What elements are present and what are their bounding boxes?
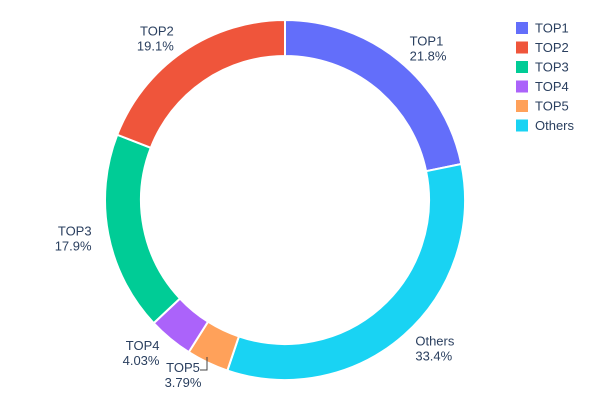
legend-item-others[interactable]: Others [516, 118, 575, 133]
legend-swatch-top5 [516, 100, 528, 112]
legend-item-top4[interactable]: TOP4 [516, 79, 569, 94]
legend-swatch-top4 [516, 80, 528, 93]
slice-label-top5: TOP5 3.79% [165, 360, 202, 390]
legend-label-top2: TOP2 [535, 40, 569, 55]
legend-item-top2[interactable]: TOP2 [516, 40, 569, 55]
legend: TOP1 TOP2 TOP3 TOP4 TOP5 Others [516, 21, 575, 133]
legend-label-others: Others [535, 118, 575, 133]
legend-label-top4: TOP4 [535, 79, 569, 94]
slice-label-top2: TOP2 19.1% [137, 23, 174, 53]
legend-swatch-others [516, 119, 528, 132]
legend-item-top5[interactable]: TOP5 [516, 99, 569, 114]
slice-label-others: Others 33.4% [415, 334, 455, 364]
slice-label-top3: TOP3 17.9% [55, 223, 92, 253]
donut-slice-top3[interactable] [104, 133, 181, 325]
label-leader-line-top5 [200, 357, 208, 371]
legend-swatch-top1 [516, 22, 528, 34]
legend-item-top3[interactable]: TOP3 [516, 60, 569, 75]
slice-label-top1: TOP1 21.8% [410, 33, 447, 63]
legend-swatch-top3 [516, 61, 528, 73]
donut-slices [104, 19, 466, 381]
legend-item-top1[interactable]: TOP1 [516, 21, 569, 36]
legend-label-top5: TOP5 [535, 99, 569, 114]
slice-label-top4: TOP4 4.03% [123, 338, 160, 368]
legend-label-top3: TOP3 [535, 60, 569, 75]
donut-slice-top2[interactable] [116, 19, 286, 149]
slice-labels: TOP1 21.8% Others 33.4% TOP5 3.79%TOP4 4.03% TO… [55, 23, 455, 390]
legend-swatch-top2 [516, 41, 528, 54]
legend-label-top1: TOP1 [535, 21, 569, 36]
